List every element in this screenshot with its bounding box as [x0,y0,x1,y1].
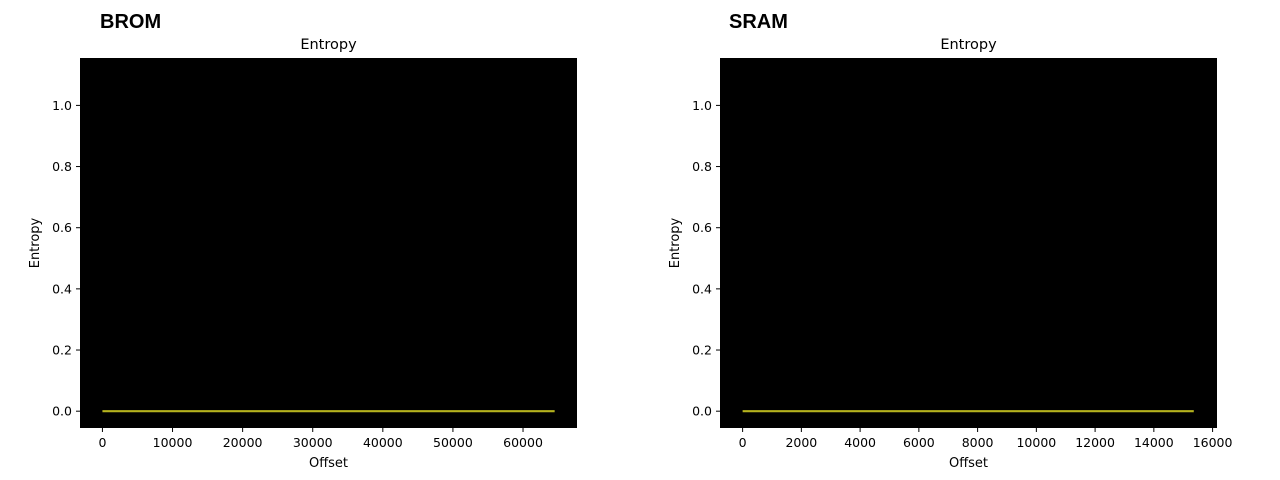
chart-2-x-tick-label: 16000 [1193,435,1233,450]
chart-1-x-tick-label: 0 [98,435,106,450]
chart-2-x-tick-label: 4000 [844,435,876,450]
chart-1-y-tick-label: 0.8 [52,159,72,174]
chart-1-x-tick-label: 20000 [223,435,263,450]
chart-2-y-tick-label: 0.4 [692,281,712,296]
chart-2-y-axis-label: Entropy [668,217,683,268]
chart-1-x-axis-label: Offset [309,456,348,471]
chart-2-y-tick-label: 0.6 [692,220,712,235]
chart-1-x-tick-label: 50000 [433,435,473,450]
brom-panel-title: BROM [100,11,162,33]
chart-1-plot-area [80,58,577,428]
chart-2-y-tick-label: 0.8 [692,159,712,174]
chart-1-x-tick-label: 30000 [293,435,333,450]
chart-1-x-tick-label: 40000 [363,435,403,450]
chart-2-plot-area [720,58,1217,428]
chart-1-x-tick-label: 60000 [503,435,543,450]
chart-1-y-tick-label: 0.6 [52,220,72,235]
chart-2-y-tick-label: 0.0 [692,404,712,419]
chart-2-x-tick-label: 10000 [1016,435,1056,450]
chart-2-x-tick-label: 14000 [1134,435,1174,450]
chart-1-title: Entropy [300,37,357,53]
chart-2-x-tick-label: 8000 [962,435,994,450]
chart-2-title: Entropy [940,37,997,53]
chart-2-y-tick-label: 0.2 [692,343,712,358]
sram-panel-title: SRAM [729,11,788,33]
chart-1-y-tick-label: 0.2 [52,343,72,358]
chart-2-x-tick-label: 0 [739,435,747,450]
chart-1-y-tick-label: 0.4 [52,281,72,296]
chart-2-x-axis-label: Offset [949,456,988,471]
chart-1-y-axis-label: Entropy [28,217,43,268]
chart-1-y-tick-label: 1.0 [52,98,72,113]
chart-2-x-tick-label: 12000 [1075,435,1115,450]
chart-2-x-tick-label: 6000 [903,435,935,450]
chart-1-y-tick-label: 0.0 [52,404,72,419]
chart-2-x-tick-label: 2000 [785,435,817,450]
chart-2-y-tick-label: 1.0 [692,98,712,113]
chart-1-x-tick-label: 10000 [153,435,193,450]
